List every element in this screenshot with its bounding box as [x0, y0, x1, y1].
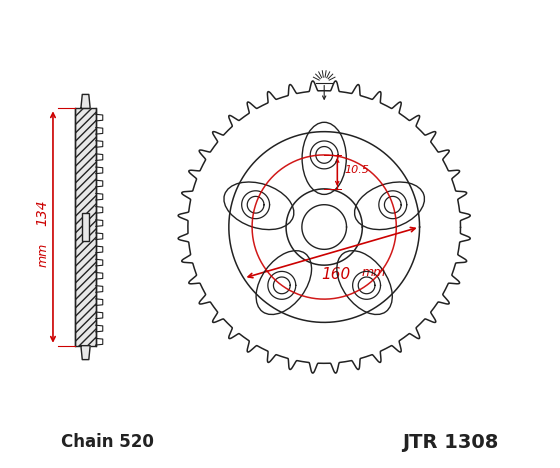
Bar [82, 213, 89, 241]
Text: 160: 160 [321, 267, 351, 282]
Text: mm: mm [36, 243, 49, 267]
Text: 134: 134 [36, 200, 50, 227]
Text: 10.5: 10.5 [344, 165, 369, 175]
Text: mm: mm [362, 266, 386, 278]
Polygon shape [81, 95, 90, 109]
Polygon shape [81, 346, 90, 359]
Bar [75, 109, 96, 346]
Text: JTR 1308: JTR 1308 [402, 433, 498, 452]
Bar [75, 109, 96, 346]
Text: Chain 520: Chain 520 [62, 433, 154, 452]
